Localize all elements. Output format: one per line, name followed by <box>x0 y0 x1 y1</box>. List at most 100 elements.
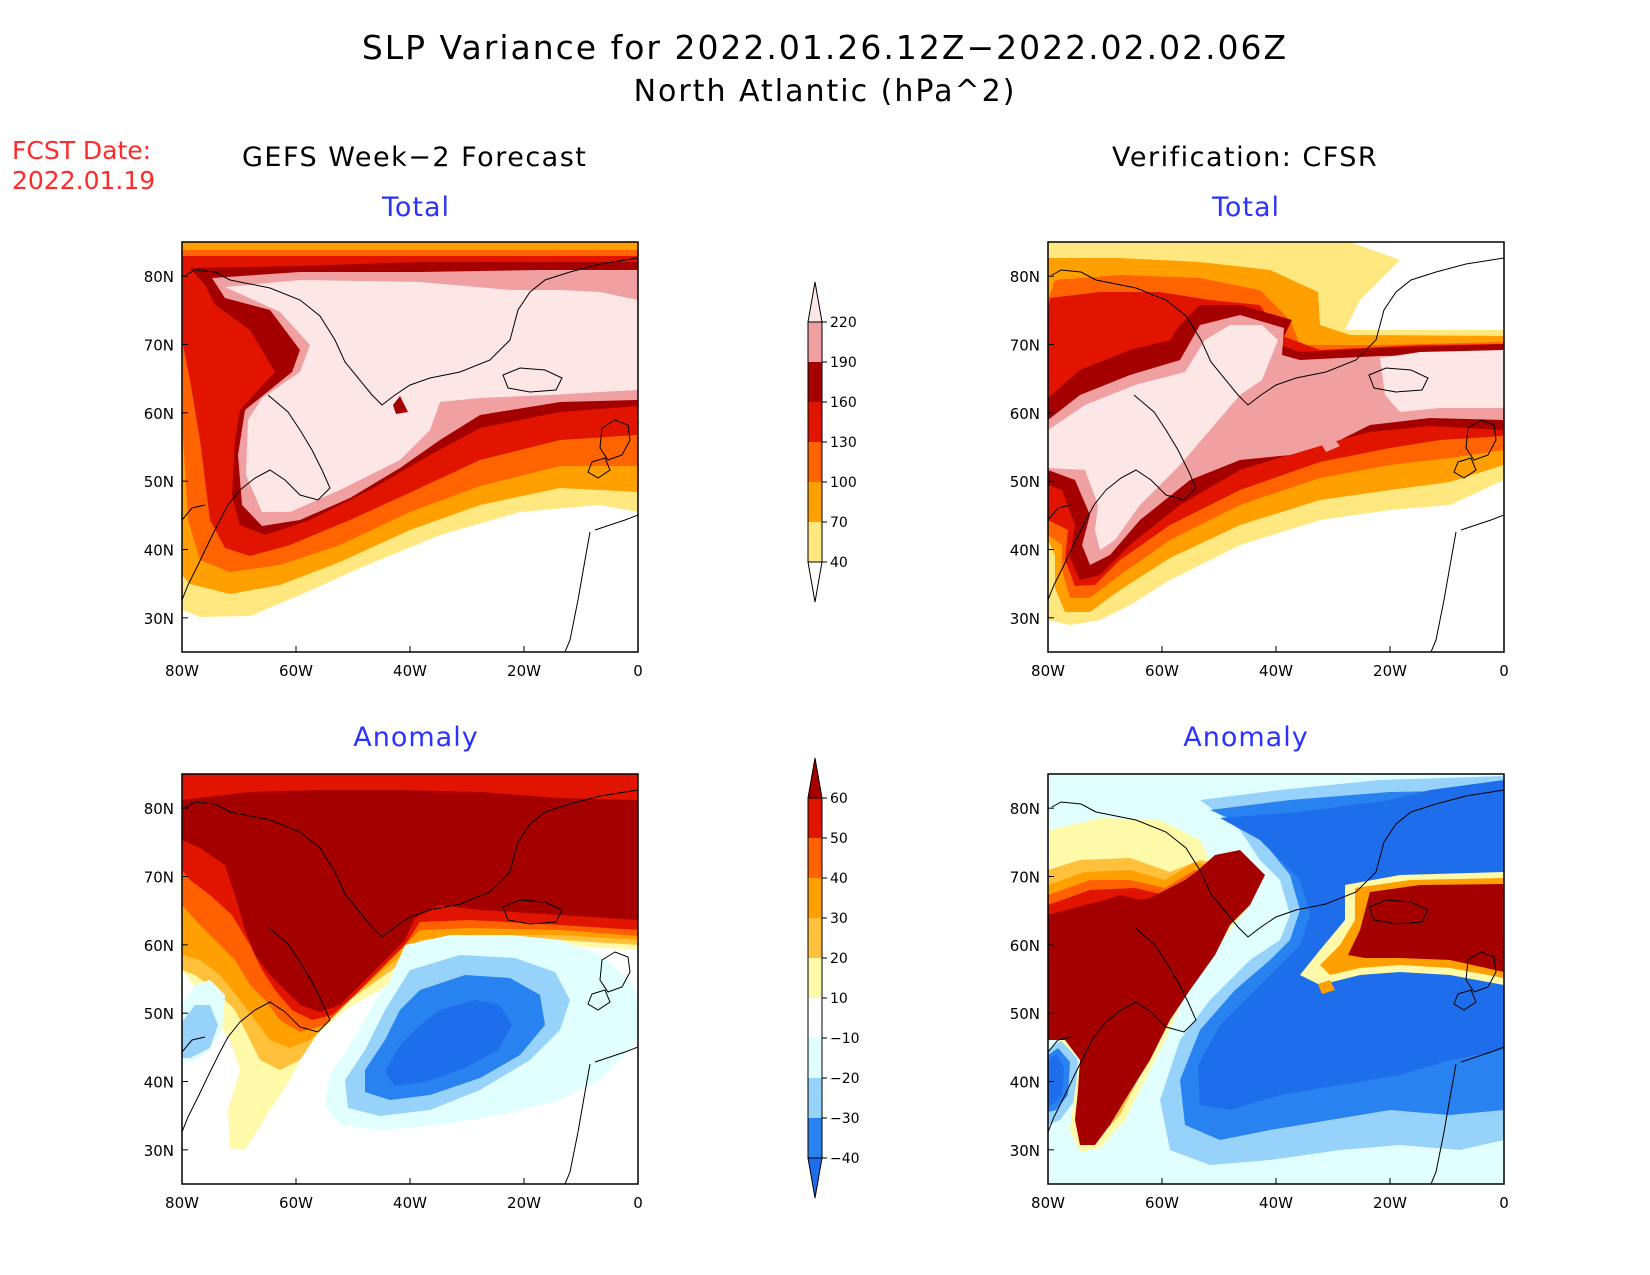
colorbar-total-swatch <box>808 362 822 402</box>
axes-layer: 80W 60W 40W 20W 0 80N 70N 60N 50N 40N 30N 80W 60W 40W… <box>144 268 1509 1212</box>
colorbar-total-label: 40 <box>830 555 848 571</box>
map-panel-verification-anomaly <box>1048 774 1504 1184</box>
lat-tick-label: 40N <box>1010 1074 1040 1092</box>
colorbar-total-swatch <box>808 442 822 482</box>
colorbar-total-swatch <box>808 482 822 522</box>
lat-tick-label: 70N <box>1010 337 1040 355</box>
lon-tick-label: 20W <box>1373 662 1407 680</box>
forecast-date: FCST Date: 2022.01.19 <box>12 136 155 196</box>
shade-above-220 <box>1048 325 1278 550</box>
colorbar-anomaly-label: 60 <box>830 791 848 807</box>
colorbar-total: 40 70 100 130 160 190 220 <box>807 281 857 603</box>
lon-tick-label: 20W <box>507 1194 541 1212</box>
main-subtitle: North Atlantic (hPa^2) <box>633 74 1017 109</box>
colorbar-anomaly-label: 40 <box>830 871 848 887</box>
colorbar-anomaly-swatch <box>808 838 822 878</box>
shade-pos-above-60-main <box>1048 850 1265 1145</box>
colorbar-total-label: 220 <box>830 315 857 331</box>
lat-tick-label: 70N <box>1010 869 1040 887</box>
panel-title-forecast-anomaly: Anomaly <box>353 722 479 753</box>
lat-tick-label: 70N <box>144 337 174 355</box>
lon-tick-label: 60W <box>279 1194 313 1212</box>
colorbar-anomaly-extension-high <box>807 757 823 799</box>
colorbar-anomaly: −40 −30 −20 −10 10 20 30 40 50 60 <box>807 757 860 1199</box>
lon-tick-label: 80W <box>1031 662 1065 680</box>
map-panel-forecast-anomaly <box>182 774 638 1184</box>
colorbar-total-label: 160 <box>830 395 857 411</box>
shade-pos-east-above-60 <box>1348 884 1504 972</box>
colorbar-anomaly-frame <box>807 797 823 1159</box>
forecast-date-value: 2022.01.19 <box>12 166 156 195</box>
lat-tick-label: 60N <box>1010 937 1040 955</box>
lat-tick-label: 60N <box>144 405 174 423</box>
lon-tick-label: 60W <box>1145 662 1179 680</box>
lat-tick-label: 30N <box>144 610 174 628</box>
lat-tick-label: 80N <box>1010 800 1040 818</box>
colorbar-anomaly-label: −30 <box>830 1111 860 1127</box>
colorbar-total-extension-low <box>807 561 823 603</box>
lat-tick-label: 70N <box>144 869 174 887</box>
colorbar-anomaly-label: −20 <box>830 1071 860 1087</box>
lon-tick-label: 20W <box>507 662 541 680</box>
colorbar-total-swatch <box>808 322 822 362</box>
lat-tick-label: 40N <box>144 542 174 560</box>
main-title: SLP Variance for 2022.01.26.12Z−2022.02.… <box>361 28 1289 67</box>
lat-tick-label: 50N <box>1010 473 1040 491</box>
colorbar-anomaly-swatch <box>808 958 822 998</box>
lat-tick-label: 50N <box>144 1005 174 1023</box>
lat-tick-label: 40N <box>1010 542 1040 560</box>
map-panel-verification-total <box>1048 242 1504 652</box>
lat-tick-label: 60N <box>144 937 174 955</box>
colorbar-total-label: 130 <box>830 435 857 451</box>
colorbar-total-swatch <box>808 522 822 562</box>
lat-tick-label: 40N <box>144 1074 174 1092</box>
colorbar-anomaly-label: 10 <box>830 991 848 1007</box>
colorbar-anomaly-label: 30 <box>830 911 848 927</box>
lon-tick-label: 0 <box>1499 662 1509 680</box>
colorbar-anomaly-swatch <box>808 878 822 918</box>
lat-tick-label: 30N <box>1010 610 1040 628</box>
lat-tick-label: 80N <box>144 268 174 286</box>
colorbar-anomaly-swatch <box>808 1078 822 1118</box>
colorbar-total-extension-high <box>807 281 823 323</box>
right-column-title: Verification: CFSR <box>1112 142 1379 173</box>
colorbar-total-label: 190 <box>830 355 857 371</box>
lon-tick-label: 20W <box>1373 1194 1407 1212</box>
shade-neg-20-30-west <box>182 1005 218 1058</box>
shade-160-190-spot <box>393 396 408 414</box>
colorbar-anomaly-label: −10 <box>830 1031 860 1047</box>
shade-above-220-east <box>1380 350 1504 412</box>
map-panel-forecast-total <box>182 242 638 652</box>
lon-tick-label: 40W <box>1259 1194 1293 1212</box>
panel-title-verification-anomaly: Anomaly <box>1183 722 1309 753</box>
lon-tick-label: 40W <box>393 1194 427 1212</box>
lon-tick-label: 40W <box>1259 662 1293 680</box>
colorbar-anomaly-swatch <box>808 1118 822 1158</box>
lon-tick-label: 80W <box>165 662 199 680</box>
shade-190-220-spot <box>1320 436 1340 452</box>
lon-tick-label: 60W <box>1145 1194 1179 1212</box>
panel-title-verification-total: Total <box>1211 192 1281 223</box>
colorbar-anomaly-label: −40 <box>830 1151 860 1167</box>
coastline <box>1048 789 1504 1184</box>
colorbar-total-label: 100 <box>830 475 857 491</box>
colorbar-anomaly-swatch <box>808 1038 822 1078</box>
colorbar-anomaly-swatch <box>808 998 822 1038</box>
lat-tick-label: 30N <box>1010 1142 1040 1160</box>
lon-tick-label: 80W <box>1031 1194 1065 1212</box>
lon-tick-label: 0 <box>1499 1194 1509 1212</box>
colorbar-anomaly-label: 50 <box>830 831 848 847</box>
coastline <box>1048 257 1504 652</box>
lat-tick-label: 50N <box>1010 1005 1040 1023</box>
colorbar-anomaly-swatch <box>808 918 822 958</box>
lon-tick-label: 80W <box>165 1194 199 1212</box>
shade-neg-below-40-west <box>1048 1054 1064 1105</box>
lat-tick-label: 30N <box>144 1142 174 1160</box>
shade-pos-spot <box>1318 980 1335 994</box>
colorbar-anomaly-label: 20 <box>830 951 848 967</box>
lon-tick-label: 0 <box>633 1194 643 1212</box>
panel-title-forecast-total: Total <box>381 192 451 223</box>
lat-tick-label: 60N <box>1010 405 1040 423</box>
shade-neg-below-40 <box>385 1000 512 1086</box>
